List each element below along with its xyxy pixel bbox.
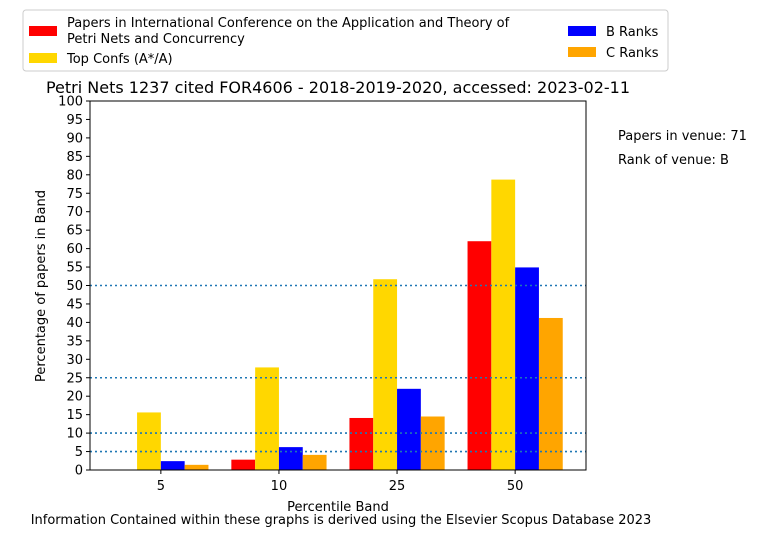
bar-c-ranks-50 [538,317,563,470]
bar-venue-10 [231,459,256,470]
bar-b-ranks-50 [515,267,539,470]
y-tick-label-65: 65 [66,224,83,239]
y-tick-label-0: 0 [75,464,83,479]
y-tick-label-55: 55 [66,261,83,276]
legend-swatch-top-confs [29,53,57,63]
y-tick-label-10: 10 [66,427,83,442]
rank-of-venue-annotation: Rank of venue: B [618,153,729,168]
y-tick-label-95: 95 [66,113,83,128]
bar-top-confs-50 [491,179,516,470]
y-ticks-layer: 0 5 10 15 20 25 30 35 40 45 50 55 60 65 70 75 80 85 90 95 10… [58,95,90,479]
legend-label-top-confs: Top Confs (A*/A) [66,52,173,67]
y-tick-label-60: 60 [66,242,83,257]
y-tick-label-15: 15 [66,408,83,423]
papers-in-venue-annotation: Papers in venue: 71 [618,129,747,144]
bar-b-ranks-25 [397,388,421,470]
bar-b-ranks-5 [160,461,185,470]
y-tick-label-75: 75 [66,187,83,202]
y-tick-label-50: 50 [66,279,83,294]
y-tick-label-85: 85 [66,150,83,165]
y-tick-label-70: 70 [66,205,83,220]
bar-c-ranks-5 [184,464,209,470]
y-tick-label-25: 25 [66,371,83,386]
bar-b-ranks-10 [278,447,303,470]
legend: Papers in International Conference on th… [22,9,669,72]
y-axis-label: Percentage of papers in Band [34,190,49,382]
x-ticks-layer: 5 10 25 50 [157,470,524,494]
x-tick-label-5: 5 [157,479,165,494]
footer-note: Information Contained within these graph… [31,513,652,528]
legend-label-venue-line2: Petri Nets and Concurrency [67,32,245,47]
bar-venue-50 [467,241,492,470]
y-tick-label-20: 20 [66,390,83,405]
bar-top-confs-10 [255,367,279,470]
y-tick-label-30: 30 [66,353,83,368]
legend-label-b-ranks: B Ranks [606,25,659,40]
y-tick-label-90: 90 [66,131,83,146]
bar-c-ranks-10 [302,454,327,470]
legend-label-c-ranks: C Ranks [606,46,659,61]
bar-c-ranks-25 [420,416,445,470]
bar-top-confs-25 [373,279,398,470]
bar-venue-25 [349,417,374,470]
legend-swatch-b-ranks [568,26,596,36]
y-tick-label-100: 100 [58,95,83,110]
y-tick-label-80: 80 [66,168,83,183]
y-tick-label-5: 5 [75,445,83,460]
bar-top-confs-5 [137,412,161,470]
y-tick-label-40: 40 [66,316,83,331]
x-tick-label-25: 25 [389,479,406,494]
legend-swatch-venue [29,26,57,36]
x-axis-label: Percentile Band [287,500,389,515]
plot-area-frame [89,100,587,471]
legend-label-venue-line1: Papers in International Conference on th… [67,16,510,31]
bars-layer [137,179,563,470]
chart-title: Petri Nets 1237 cited FOR4606 - 2018-201… [46,78,630,97]
y-tick-label-45: 45 [66,297,83,312]
legend-frame [22,9,669,72]
y-tick-label-35: 35 [66,334,83,349]
x-tick-label-50: 50 [507,479,524,494]
legend-swatch-c-ranks [568,47,596,57]
x-tick-label-10: 10 [271,479,288,494]
